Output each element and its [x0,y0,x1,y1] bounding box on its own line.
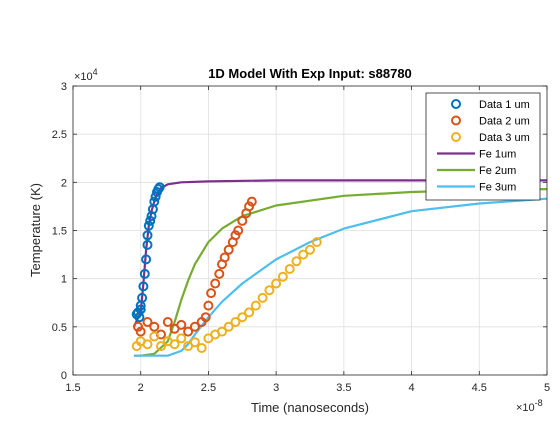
x-tick-label: 4.5 [472,382,487,394]
data-point [149,321,160,332]
legend-marker [451,99,461,109]
x-exponent-base: ×10 [516,402,535,414]
data-point [149,196,160,207]
y-tick-label: 1 [61,274,67,286]
series-line-fe-3um [133,197,547,357]
data-point [143,220,154,231]
data-point [250,300,261,311]
x-tick-label: 4 [409,382,415,394]
data-point [237,312,248,323]
data-point [142,230,153,241]
data-point [169,339,180,350]
legend: Data 1 um Data 2 um Data 3 um Fe 1um Fe 2um F… [425,92,541,201]
y-tick-label: 1.5 [52,226,67,238]
data-point [305,244,315,255]
x-tick-label: 3.5 [336,382,351,394]
legend-box [425,92,541,201]
data-point [223,244,234,255]
y-tick-label: 2.5 [52,129,67,141]
legend-marker [451,115,461,126]
data-point [135,326,146,337]
legend-label: Fe 3um [479,182,516,194]
data-point [271,278,282,289]
legend-marker [451,132,461,142]
y-exponent-power: 4 [93,67,98,77]
data-point [176,319,187,330]
data-point [162,317,173,327]
data-point [142,339,153,350]
y-axis-exponent: ×104 [74,67,98,83]
legend-label: Fe 1um [479,149,516,161]
data-point [141,254,152,265]
data-point [298,249,309,260]
data-point [233,225,244,236]
data-point [203,300,214,311]
data-point [219,252,230,263]
x-tick-label: 5 [544,382,550,394]
data-point [145,215,156,226]
data-point [264,285,275,296]
data-point [183,326,194,337]
chart-title: 1D Model With Exp Input: s88780 [208,66,412,81]
data-point [246,196,257,207]
x-tick-label: 2.5 [201,382,216,394]
y-tick-label: 2 [61,177,67,189]
y-exponent-base: ×10 [74,71,93,83]
data-layer [131,179,547,357]
x-tick-label: 1.5 [65,382,80,394]
data-point [244,307,255,318]
data-point [189,321,200,332]
axis-layer: 1.5 2 2.5 3 3.5 4 4.5 5 0 0.5 1 1.5 2 2.5 3 [52,81,550,394]
y-tick-label: 0 [61,370,67,382]
data-point [257,292,268,303]
x-tick-label: 3 [273,382,279,394]
x-tick-label: 2 [138,382,144,394]
y-axis-label: Temperature (K) [28,183,43,277]
data-point [277,271,288,282]
y-tick-label: 0.5 [52,322,67,334]
data-point [291,256,302,267]
data-point [154,182,165,193]
data-point [210,278,221,289]
data-point [311,237,322,248]
data-point [196,343,207,353]
data-point [214,268,225,279]
data-point [138,281,149,292]
data-point [237,215,248,226]
data-point [156,341,166,352]
y-tick-label: 3 [61,81,67,93]
data-point [135,304,146,315]
data-point [206,288,217,299]
data-point [200,312,211,323]
data-point [230,317,241,327]
data-point [139,268,150,279]
data-point [142,317,153,327]
legend-label: Data 3 um [479,132,530,144]
data-point [142,239,153,250]
data-point [137,292,148,303]
x-axis-label: Time (nanoseconds) [251,400,369,415]
x-exponent-power: -8 [535,398,543,408]
legend-entries: Data 1 um Data 2 um Data 3 um Fe 1um Fe 2um F… [437,99,530,194]
legend-label: Data 2 um [479,116,530,128]
legend-label: Data 1 um [479,99,530,111]
x-axis-exponent: ×10-8 [516,398,543,414]
data-point [223,321,234,332]
data-point [189,337,200,348]
data-point [284,264,295,274]
data-point [217,326,227,337]
series-line-fe-2um [133,188,547,357]
legend-label: Fe 2um [479,165,516,177]
data-point [149,331,160,342]
data-point [176,333,187,344]
